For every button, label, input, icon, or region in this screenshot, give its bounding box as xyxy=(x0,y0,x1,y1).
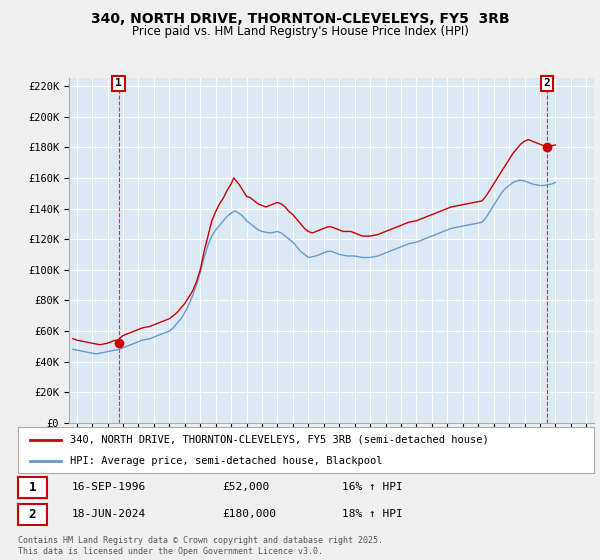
Text: Price paid vs. HM Land Registry's House Price Index (HPI): Price paid vs. HM Land Registry's House … xyxy=(131,25,469,38)
Text: 18% ↑ HPI: 18% ↑ HPI xyxy=(342,508,403,519)
Text: 1: 1 xyxy=(115,78,122,88)
Text: 340, NORTH DRIVE, THORNTON-CLEVELEYS, FY5  3RB: 340, NORTH DRIVE, THORNTON-CLEVELEYS, FY… xyxy=(91,12,509,26)
Text: £180,000: £180,000 xyxy=(222,508,276,519)
Text: 2: 2 xyxy=(544,78,550,88)
Text: 16% ↑ HPI: 16% ↑ HPI xyxy=(342,482,403,492)
Text: 18-JUN-2024: 18-JUN-2024 xyxy=(72,508,146,519)
Text: 16-SEP-1996: 16-SEP-1996 xyxy=(72,482,146,492)
Text: HPI: Average price, semi-detached house, Blackpool: HPI: Average price, semi-detached house,… xyxy=(70,456,382,466)
Text: £52,000: £52,000 xyxy=(222,482,269,492)
Text: 1: 1 xyxy=(29,481,36,494)
Text: 2: 2 xyxy=(29,508,36,521)
Text: 340, NORTH DRIVE, THORNTON-CLEVELEYS, FY5 3RB (semi-detached house): 340, NORTH DRIVE, THORNTON-CLEVELEYS, FY… xyxy=(70,435,488,445)
Text: Contains HM Land Registry data © Crown copyright and database right 2025.
This d: Contains HM Land Registry data © Crown c… xyxy=(18,536,383,556)
